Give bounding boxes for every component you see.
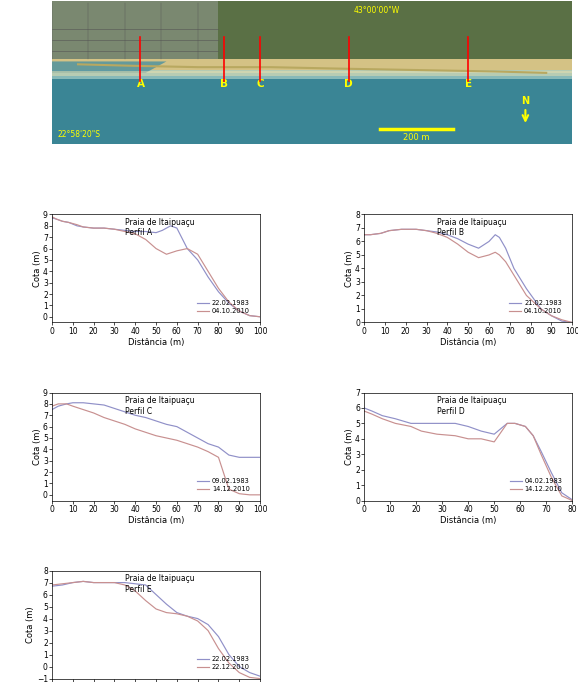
Bar	[52, 73, 572, 145]
Bar	[52, 1, 218, 59]
Text: Praia de Itaipuaçu: Praia de Itaipuaçu	[437, 218, 506, 226]
Bar	[52, 70, 572, 78]
Y-axis label: Cota (m): Cota (m)	[344, 250, 354, 286]
X-axis label: Distância (m): Distância (m)	[440, 338, 497, 347]
Bar	[52, 1, 572, 61]
Legend: 09.02.1983, 14.12.2010: 09.02.1983, 14.12.2010	[195, 476, 253, 495]
Text: Perfil D: Perfil D	[437, 406, 465, 415]
Legend: 22.02.1983, 04.10.2010: 22.02.1983, 04.10.2010	[195, 297, 253, 317]
Text: Praia de Itaipuaçu: Praia de Itaipuaçu	[437, 396, 506, 404]
Text: 43°00'00"W: 43°00'00"W	[354, 6, 400, 15]
Text: A: A	[136, 79, 144, 89]
Text: Perfil E: Perfil E	[125, 584, 151, 593]
Text: N: N	[521, 96, 529, 106]
Text: Praia de Itaipuaçu: Praia de Itaipuaçu	[125, 574, 194, 583]
Legend: 22.02.1983, 22.12.2010: 22.02.1983, 22.12.2010	[195, 654, 253, 673]
Text: 200 m: 200 m	[403, 133, 429, 142]
Text: D: D	[344, 79, 353, 89]
Bar	[52, 71, 572, 76]
Y-axis label: Cota (m): Cota (m)	[27, 606, 35, 643]
Text: B: B	[220, 79, 228, 89]
Y-axis label: Cota (m): Cota (m)	[32, 250, 42, 286]
Legend: 04.02.1983, 14.12.2010: 04.02.1983, 14.12.2010	[507, 476, 565, 495]
Y-axis label: Cota (m): Cota (m)	[32, 428, 42, 465]
Text: Perfil C: Perfil C	[125, 406, 152, 415]
Bar	[52, 59, 572, 73]
Text: C: C	[256, 79, 264, 89]
Text: 22°58'20"S: 22°58'20"S	[57, 130, 100, 139]
Text: Perfil A: Perfil A	[125, 228, 152, 237]
X-axis label: Distância (m): Distância (m)	[128, 516, 184, 525]
Legend: 21.02.1983, 04.10.2010: 21.02.1983, 04.10.2010	[507, 297, 565, 317]
Text: Praia de Itaipuaçu: Praia de Itaipuaçu	[125, 396, 194, 404]
Text: Praia de Itaipuaçu: Praia de Itaipuaçu	[125, 218, 194, 226]
X-axis label: Distância (m): Distância (m)	[128, 338, 184, 347]
Y-axis label: Cota (m): Cota (m)	[344, 428, 354, 465]
Text: Perfil B: Perfil B	[437, 228, 464, 237]
Polygon shape	[52, 61, 166, 73]
Text: E: E	[465, 79, 472, 89]
X-axis label: Distância (m): Distância (m)	[440, 516, 497, 525]
